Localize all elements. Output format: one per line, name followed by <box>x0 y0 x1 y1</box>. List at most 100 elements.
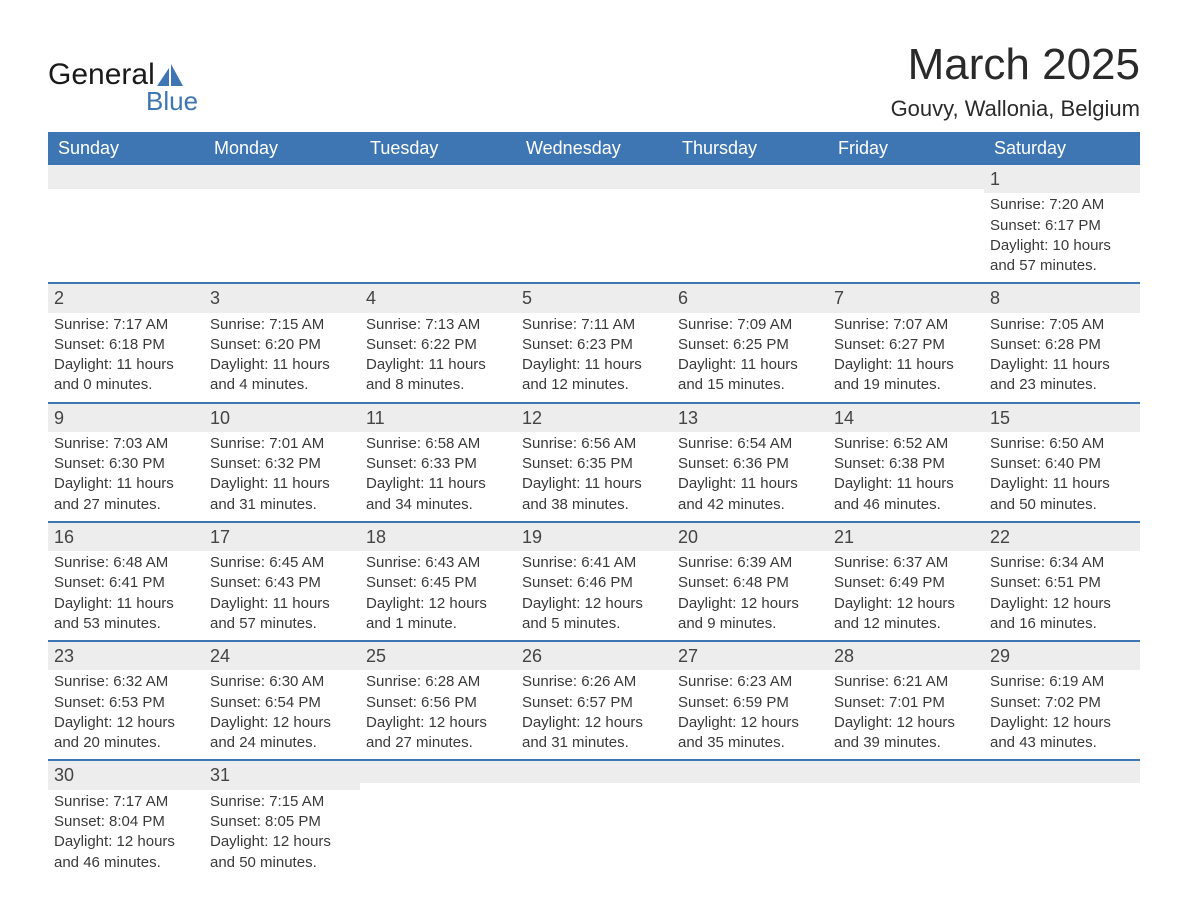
weekday-header: Sunday <box>48 132 204 165</box>
sunrise-value: Sunrise: 6:39 AM <box>678 553 822 573</box>
sunrise-value: Sunrise: 7:11 AM <box>522 315 666 335</box>
calendar-day: 24Sunrise: 6:30 AMSunset: 6:54 PMDayligh… <box>204 640 360 759</box>
day-number: 1 <box>984 165 1140 193</box>
sunset-value: Sunset: 6:17 PM <box>990 216 1134 236</box>
day-number <box>516 165 672 189</box>
sunrise-value: Sunrise: 6:23 AM <box>678 672 822 692</box>
daylight-value: Daylight: 11 hours and 57 minutes. <box>210 594 354 635</box>
sunrise-value: Sunrise: 6:34 AM <box>990 553 1134 573</box>
calendar-day: 3Sunrise: 7:15 AMSunset: 6:20 PMDaylight… <box>204 282 360 401</box>
daylight-value: Daylight: 11 hours and 50 minutes. <box>990 474 1134 515</box>
calendar-day: 21Sunrise: 6:37 AMSunset: 6:49 PMDayligh… <box>828 521 984 640</box>
day-number: 23 <box>48 640 204 670</box>
calendar-day: 27Sunrise: 6:23 AMSunset: 6:59 PMDayligh… <box>672 640 828 759</box>
sunrise-value: Sunrise: 7:03 AM <box>54 434 198 454</box>
calendar-day: 19Sunrise: 6:41 AMSunset: 6:46 PMDayligh… <box>516 521 672 640</box>
daylight-value: Daylight: 12 hours and 39 minutes. <box>834 713 978 754</box>
day-number: 6 <box>672 282 828 312</box>
daylight-value: Daylight: 11 hours and 0 minutes. <box>54 355 198 396</box>
calendar-day: 14Sunrise: 6:52 AMSunset: 6:38 PMDayligh… <box>828 402 984 521</box>
calendar-day <box>48 165 204 282</box>
calendar-day: 9Sunrise: 7:03 AMSunset: 6:30 PMDaylight… <box>48 402 204 521</box>
calendar-day <box>672 759 828 878</box>
calendar-day: 5Sunrise: 7:11 AMSunset: 6:23 PMDaylight… <box>516 282 672 401</box>
sunset-value: Sunset: 6:27 PM <box>834 335 978 355</box>
day-number: 14 <box>828 402 984 432</box>
sunrise-value: Sunrise: 6:56 AM <box>522 434 666 454</box>
day-number: 10 <box>204 402 360 432</box>
day-number: 19 <box>516 521 672 551</box>
calendar-day: 7Sunrise: 7:07 AMSunset: 6:27 PMDaylight… <box>828 282 984 401</box>
day-number: 18 <box>360 521 516 551</box>
daylight-value: Daylight: 11 hours and 42 minutes. <box>678 474 822 515</box>
calendar-week: 30Sunrise: 7:17 AMSunset: 8:04 PMDayligh… <box>48 759 1140 878</box>
daylight-value: Daylight: 11 hours and 38 minutes. <box>522 474 666 515</box>
weekday-header: Friday <box>828 132 984 165</box>
day-number: 16 <box>48 521 204 551</box>
calendar-day: 15Sunrise: 6:50 AMSunset: 6:40 PMDayligh… <box>984 402 1140 521</box>
daylight-value: Daylight: 12 hours and 12 minutes. <box>834 594 978 635</box>
sunset-value: Sunset: 6:48 PM <box>678 573 822 593</box>
sunset-value: Sunset: 6:54 PM <box>210 693 354 713</box>
sunrise-value: Sunrise: 7:09 AM <box>678 315 822 335</box>
sunset-value: Sunset: 6:43 PM <box>210 573 354 593</box>
calendar-day: 22Sunrise: 6:34 AMSunset: 6:51 PMDayligh… <box>984 521 1140 640</box>
brand-logo: General Blue <box>48 58 198 117</box>
calendar-day: 17Sunrise: 6:45 AMSunset: 6:43 PMDayligh… <box>204 521 360 640</box>
day-number: 26 <box>516 640 672 670</box>
sunset-value: Sunset: 8:04 PM <box>54 812 198 832</box>
sunrise-value: Sunrise: 6:37 AM <box>834 553 978 573</box>
sunrise-value: Sunrise: 7:20 AM <box>990 195 1134 215</box>
calendar-day <box>516 165 672 282</box>
calendar-day: 16Sunrise: 6:48 AMSunset: 6:41 PMDayligh… <box>48 521 204 640</box>
sunset-value: Sunset: 6:59 PM <box>678 693 822 713</box>
sunset-value: Sunset: 6:32 PM <box>210 454 354 474</box>
sunrise-value: Sunrise: 7:13 AM <box>366 315 510 335</box>
daylight-value: Daylight: 11 hours and 46 minutes. <box>834 474 978 515</box>
day-number: 22 <box>984 521 1140 551</box>
sunset-value: Sunset: 6:35 PM <box>522 454 666 474</box>
calendar-day: 8Sunrise: 7:05 AMSunset: 6:28 PMDaylight… <box>984 282 1140 401</box>
sunrise-value: Sunrise: 7:15 AM <box>210 315 354 335</box>
sunset-value: Sunset: 8:05 PM <box>210 812 354 832</box>
calendar-day <box>828 759 984 878</box>
sunset-value: Sunset: 6:33 PM <box>366 454 510 474</box>
day-number: 5 <box>516 282 672 312</box>
calendar-table: SundayMondayTuesdayWednesdayThursdayFrid… <box>48 132 1140 879</box>
calendar-week: 16Sunrise: 6:48 AMSunset: 6:41 PM Dayligh… <box>48 521 1140 640</box>
day-number <box>48 165 204 189</box>
daylight-value: Daylight: 12 hours and 35 minutes. <box>678 713 822 754</box>
calendar-week: 23Sunrise: 6:32 AMSunset: 6:53 PMDayligh… <box>48 640 1140 759</box>
sail-icon <box>157 64 183 86</box>
day-number: 28 <box>828 640 984 670</box>
sunrise-value: Sunrise: 6:52 AM <box>834 434 978 454</box>
daylight-value: Daylight: 11 hours and 19 minutes. <box>834 355 978 396</box>
day-number: 30 <box>48 759 204 789</box>
day-number <box>672 165 828 189</box>
sunrise-value: Sunrise: 7:01 AM <box>210 434 354 454</box>
calendar-day: 10Sunrise: 7:01 AMSunset: 6:32 PMDayligh… <box>204 402 360 521</box>
daylight-value: Daylight: 12 hours and 9 minutes. <box>678 594 822 635</box>
day-number: 2 <box>48 282 204 312</box>
day-number <box>516 759 672 783</box>
calendar-day: 13Sunrise: 6:54 AMSunset: 6:36 PMDayligh… <box>672 402 828 521</box>
calendar-day: 2Sunrise: 7:17 AMSunset: 6:18 PMDaylight… <box>48 282 204 401</box>
sunset-value: Sunset: 6:41 PM <box>54 573 198 593</box>
day-number: 11 <box>360 402 516 432</box>
page-title: March 2025 <box>891 40 1140 90</box>
calendar-day: 25Sunrise: 6:28 AMSunset: 6:56 PMDayligh… <box>360 640 516 759</box>
sunrise-value: Sunrise: 6:26 AM <box>522 672 666 692</box>
day-number <box>828 165 984 189</box>
weekday-header: Tuesday <box>360 132 516 165</box>
daylight-value: Daylight: 12 hours and 50 minutes. <box>210 832 354 873</box>
day-number <box>672 759 828 783</box>
sunrise-value: Sunrise: 6:48 AM <box>54 553 198 573</box>
day-number: 27 <box>672 640 828 670</box>
daylight-value: Daylight: 11 hours and 23 minutes. <box>990 355 1134 396</box>
day-number: 31 <box>204 759 360 789</box>
calendar-day: 29Sunrise: 6:19 AMSunset: 7:02 PMDayligh… <box>984 640 1140 759</box>
sunrise-value: Sunrise: 7:17 AM <box>54 315 198 335</box>
sunrise-value: Sunrise: 6:58 AM <box>366 434 510 454</box>
calendar-day: 12Sunrise: 6:56 AMSunset: 6:35 PMDayligh… <box>516 402 672 521</box>
day-number <box>828 759 984 783</box>
